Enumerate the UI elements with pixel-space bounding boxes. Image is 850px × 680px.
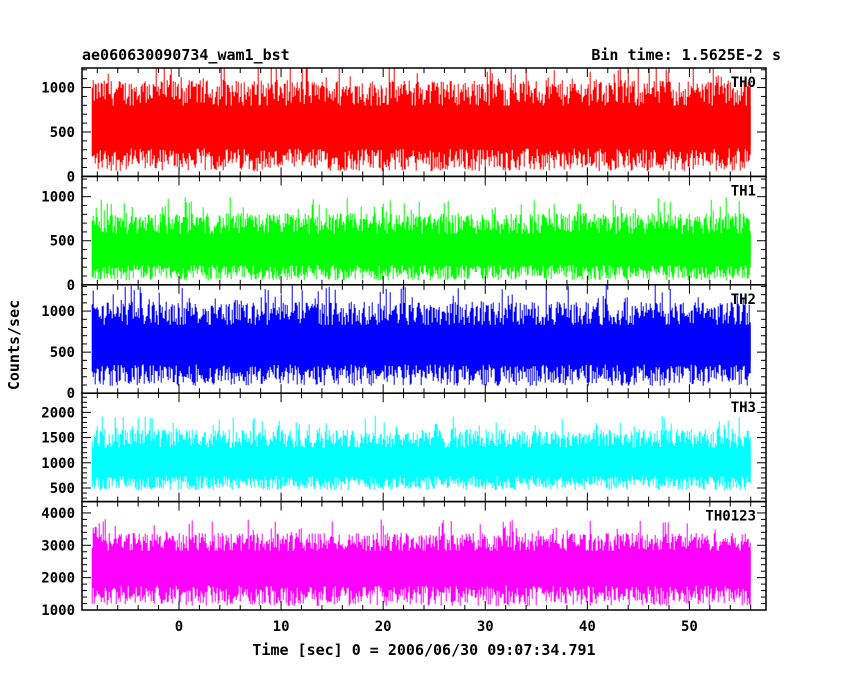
y-tick-label: 1500 bbox=[41, 431, 75, 447]
y-tick-label: 1000 bbox=[41, 190, 75, 206]
series-th2-group bbox=[91, 284, 751, 386]
y-tick-label: 500 bbox=[50, 234, 75, 250]
series-th2-line bbox=[91, 284, 751, 386]
x-tick-label: 10 bbox=[273, 619, 290, 635]
series-label-th1: TH1 bbox=[731, 183, 756, 199]
series-th3-line bbox=[91, 415, 751, 491]
y-tick-label: 1000 bbox=[41, 456, 75, 472]
y-tick-label: 1000 bbox=[41, 81, 75, 97]
x-axis-label: Time [sec] 0 = 2006/06/30 09:07:34.791 bbox=[252, 641, 595, 659]
y-tick-label: 4000 bbox=[41, 506, 75, 522]
y-tick-label: 2000 bbox=[41, 571, 75, 587]
y-tick-label: 1000 bbox=[41, 603, 75, 619]
x-tick-label: 50 bbox=[681, 619, 698, 635]
series-label-th2: TH2 bbox=[731, 292, 756, 308]
plot-header-right: Bin time: 1.5625E-2 s bbox=[591, 46, 781, 64]
series-label-th3: TH3 bbox=[731, 400, 756, 416]
y-tick-label: 500 bbox=[50, 481, 75, 497]
series-label-th0123: TH0123 bbox=[705, 509, 756, 525]
y-tick-label: 2000 bbox=[41, 405, 75, 421]
series-th0123-group bbox=[91, 519, 751, 607]
x-tick-label: 0 bbox=[175, 619, 183, 635]
y-tick-label: 3000 bbox=[41, 538, 75, 554]
series-th3-group bbox=[91, 415, 751, 491]
x-tick-label: 20 bbox=[375, 619, 392, 635]
y-tick-label: 500 bbox=[50, 345, 75, 361]
series-th1-group bbox=[91, 197, 751, 281]
y-tick-label: 0 bbox=[67, 278, 75, 294]
x-tick-label: 40 bbox=[579, 619, 596, 635]
series-label-th0: TH0 bbox=[731, 75, 756, 91]
y-tick-label: 1000 bbox=[41, 304, 75, 320]
x-tick-label: 30 bbox=[477, 619, 494, 635]
y-tick-label: 500 bbox=[50, 125, 75, 141]
series-th0-line bbox=[91, 68, 751, 172]
y-axis-label: Counts/sec bbox=[5, 300, 23, 390]
series-th0-group bbox=[91, 68, 751, 172]
series-th1-line bbox=[91, 197, 751, 281]
series-th0123-line bbox=[91, 519, 751, 607]
y-tick-label: 0 bbox=[67, 169, 75, 185]
plot-header-left: ae060630090734_wam1_bst bbox=[82, 46, 290, 64]
y-tick-label: 0 bbox=[67, 386, 75, 402]
